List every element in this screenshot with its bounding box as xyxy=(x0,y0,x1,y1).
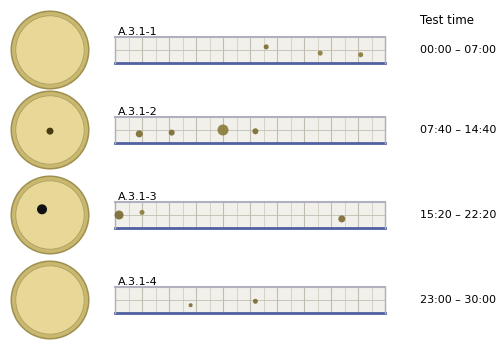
Ellipse shape xyxy=(218,125,228,135)
Bar xyxy=(115,202,385,228)
Text: Test time: Test time xyxy=(420,14,474,27)
Ellipse shape xyxy=(12,177,88,253)
Ellipse shape xyxy=(12,92,88,168)
Text: A.3.1-3: A.3.1-3 xyxy=(118,192,158,202)
Ellipse shape xyxy=(16,181,84,249)
Ellipse shape xyxy=(253,299,258,304)
Text: A.3.1-4: A.3.1-4 xyxy=(118,277,158,287)
Ellipse shape xyxy=(46,128,54,135)
Ellipse shape xyxy=(12,12,88,88)
Ellipse shape xyxy=(168,130,174,136)
Ellipse shape xyxy=(318,51,322,55)
Ellipse shape xyxy=(358,52,363,57)
Ellipse shape xyxy=(10,175,90,255)
Ellipse shape xyxy=(16,96,84,164)
Ellipse shape xyxy=(252,128,258,134)
Ellipse shape xyxy=(16,16,84,84)
Text: 07:40 – 14:40 min.: 07:40 – 14:40 min. xyxy=(420,125,500,135)
Ellipse shape xyxy=(136,130,143,138)
Ellipse shape xyxy=(10,90,90,170)
Ellipse shape xyxy=(12,262,88,338)
Ellipse shape xyxy=(188,303,192,307)
Text: 00:00 – 07:00 min.: 00:00 – 07:00 min. xyxy=(420,45,500,55)
Ellipse shape xyxy=(10,10,90,90)
Ellipse shape xyxy=(264,44,268,49)
Text: A.3.1-2: A.3.1-2 xyxy=(118,107,158,117)
Ellipse shape xyxy=(114,211,124,220)
Ellipse shape xyxy=(37,204,47,214)
Text: 15:20 – 22:20 min.: 15:20 – 22:20 min. xyxy=(420,210,500,220)
Bar xyxy=(115,287,385,313)
Bar xyxy=(115,117,385,143)
Ellipse shape xyxy=(16,266,84,334)
Ellipse shape xyxy=(338,215,345,222)
Text: A.3.1-1: A.3.1-1 xyxy=(118,27,158,37)
Ellipse shape xyxy=(140,210,144,215)
Bar xyxy=(115,37,385,63)
Ellipse shape xyxy=(10,261,90,339)
Text: 23:00 – 30:00 min.: 23:00 – 30:00 min. xyxy=(420,295,500,305)
